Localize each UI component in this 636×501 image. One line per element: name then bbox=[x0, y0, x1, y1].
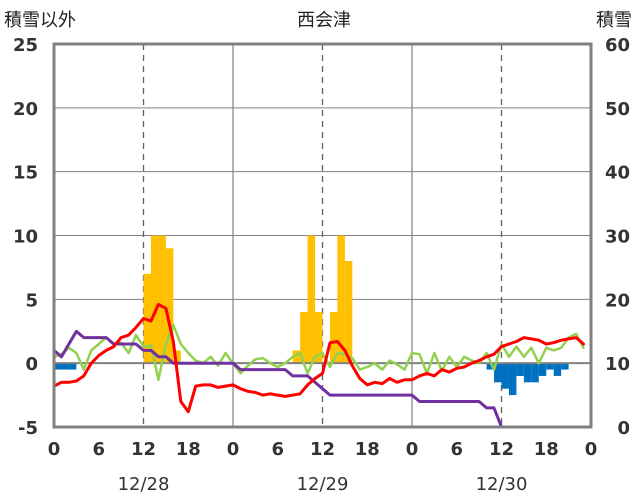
bars bbox=[54, 235, 591, 396]
x-tick-label: 0 bbox=[585, 439, 598, 460]
left-tick-label: 25 bbox=[13, 35, 38, 56]
snow-change-bar bbox=[494, 363, 502, 383]
precipitation-bar bbox=[300, 312, 308, 364]
precipitation-bar bbox=[315, 312, 323, 364]
x-tick-label: 18 bbox=[534, 439, 559, 460]
series-lines bbox=[52, 302, 585, 429]
precipitation-bar bbox=[165, 248, 174, 364]
right-tick-label: 20 bbox=[605, 290, 630, 311]
snow-change-bar bbox=[68, 363, 77, 370]
left-tick-label: -5 bbox=[18, 418, 38, 439]
x-tick-label: 18 bbox=[176, 439, 201, 460]
right-tick-label: 30 bbox=[605, 227, 630, 248]
precipitation-bar bbox=[307, 235, 316, 364]
temperature-line bbox=[52, 302, 585, 414]
x-tick-label: 12 bbox=[489, 439, 514, 460]
left-tick-label: 5 bbox=[25, 290, 38, 311]
snow-change-bar bbox=[538, 363, 547, 376]
plot-border bbox=[52, 42, 593, 429]
left-tick-label: 10 bbox=[13, 227, 38, 248]
right-tick-label: 40 bbox=[605, 163, 630, 184]
snow-change-bar bbox=[531, 363, 539, 383]
date-label: 12/30 bbox=[476, 474, 528, 495]
precipitation-bar bbox=[292, 350, 301, 364]
snow-change-bar bbox=[546, 363, 554, 370]
precipitation-bar bbox=[173, 350, 181, 364]
precipitation-bar bbox=[344, 261, 353, 364]
right-tick-label: 0 bbox=[617, 418, 630, 439]
x-tick-label: 6 bbox=[92, 439, 105, 460]
x-tick-label: 18 bbox=[355, 439, 380, 460]
snow-change-bar bbox=[508, 363, 517, 396]
snow-change-bar bbox=[553, 363, 562, 376]
precipitation-bar bbox=[329, 312, 338, 364]
snow-change-bar bbox=[523, 363, 532, 383]
x-tick-label: 0 bbox=[406, 439, 419, 460]
x-tick-labels: 0 6 12 18 0 6 12 18 0 6 12 18 0 bbox=[48, 439, 598, 460]
precipitation-bar bbox=[158, 235, 166, 364]
left-tick-labels: 25 20 15 10 5 0 -5 bbox=[13, 35, 38, 439]
x-tick-label: 0 bbox=[48, 439, 61, 460]
right-tick-label: 50 bbox=[605, 99, 630, 120]
snow-change-bar bbox=[61, 363, 69, 370]
x-tick-label: 6 bbox=[271, 439, 284, 460]
left-axis-label: 積雪以外 bbox=[4, 10, 76, 31]
left-tick-label: 15 bbox=[13, 163, 38, 184]
date-label: 12/29 bbox=[297, 474, 349, 495]
x-tick-label: 12 bbox=[131, 439, 156, 460]
left-tick-label: 20 bbox=[13, 99, 38, 120]
snow-change-bar bbox=[501, 363, 509, 389]
snow-change-bar bbox=[54, 363, 62, 370]
wind-line bbox=[52, 323, 585, 382]
snow-change-bar bbox=[561, 363, 569, 370]
chart-title: 西会津 bbox=[297, 10, 351, 31]
date-label: 12/28 bbox=[118, 474, 170, 495]
right-axis-label: 積雪 bbox=[596, 10, 632, 31]
x-tick-label: 12 bbox=[310, 439, 335, 460]
right-tick-labels: 60 50 40 30 20 10 0 bbox=[605, 35, 630, 439]
precipitation-bar bbox=[150, 235, 159, 364]
right-tick-label: 10 bbox=[605, 354, 630, 375]
plot-frame bbox=[52, 42, 593, 429]
x-tick-label: 0 bbox=[227, 439, 240, 460]
snow-change-bar bbox=[516, 363, 524, 376]
precipitation-bar bbox=[337, 235, 345, 364]
snow-change-bar bbox=[486, 363, 495, 370]
right-tick-label: 60 bbox=[605, 35, 630, 56]
x-tick-label: 6 bbox=[450, 439, 463, 460]
snow-depth-line bbox=[52, 329, 585, 429]
date-labels: 12/28 12/29 12/30 bbox=[118, 474, 528, 495]
left-tick-label: 0 bbox=[25, 354, 38, 375]
